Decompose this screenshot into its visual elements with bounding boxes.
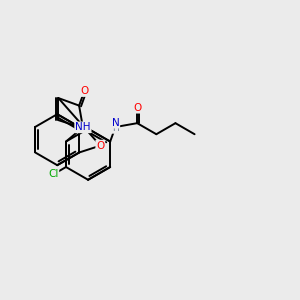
Text: Cl: Cl — [48, 169, 58, 179]
Text: O: O — [80, 86, 88, 96]
Text: NH: NH — [75, 122, 91, 132]
Text: O: O — [133, 103, 141, 113]
Text: H: H — [112, 124, 119, 133]
Text: N: N — [112, 118, 119, 128]
Text: O: O — [96, 141, 104, 151]
